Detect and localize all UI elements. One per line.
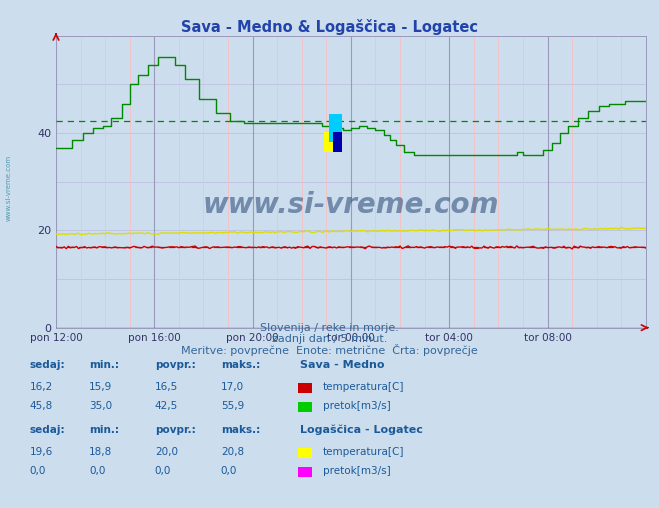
FancyBboxPatch shape [324,132,336,152]
Text: sedaj:: sedaj: [30,425,65,435]
Text: 17,0: 17,0 [221,382,244,392]
Text: 18,8: 18,8 [89,447,112,457]
Text: 16,2: 16,2 [30,382,53,392]
Text: temperatura[C]: temperatura[C] [323,382,405,392]
Text: min.:: min.: [89,425,119,435]
Text: maks.:: maks.: [221,425,260,435]
Text: 35,0: 35,0 [89,401,112,411]
FancyBboxPatch shape [330,114,342,142]
Text: 20,8: 20,8 [221,447,244,457]
Text: Sava - Medno & Logaščica - Logatec: Sava - Medno & Logaščica - Logatec [181,19,478,35]
Text: 0,0: 0,0 [30,466,46,476]
Text: pretok[m3/s]: pretok[m3/s] [323,401,391,411]
Text: 0,0: 0,0 [221,466,237,476]
Text: Logaščica - Logatec: Logaščica - Logatec [300,425,422,435]
Text: 19,6: 19,6 [30,447,53,457]
Text: www.si-vreme.com: www.si-vreme.com [203,191,499,219]
Text: povpr.:: povpr.: [155,425,196,435]
Text: 55,9: 55,9 [221,401,244,411]
Text: www.si-vreme.com: www.si-vreme.com [5,155,12,221]
Text: temperatura[C]: temperatura[C] [323,447,405,457]
Text: Meritve: povprečne  Enote: metrične  Črta: povprečje: Meritve: povprečne Enote: metrične Črta:… [181,343,478,356]
Text: Sava - Medno: Sava - Medno [300,360,384,370]
Text: 16,5: 16,5 [155,382,178,392]
Text: min.:: min.: [89,360,119,370]
Text: zadnji dan / 5 minut.: zadnji dan / 5 minut. [272,334,387,344]
Text: 42,5: 42,5 [155,401,178,411]
Text: maks.:: maks.: [221,360,260,370]
Text: 0,0: 0,0 [155,466,171,476]
Text: 0,0: 0,0 [89,466,105,476]
Text: povpr.:: povpr.: [155,360,196,370]
FancyBboxPatch shape [333,132,342,152]
Text: sedaj:: sedaj: [30,360,65,370]
Text: 45,8: 45,8 [30,401,53,411]
Text: 20,0: 20,0 [155,447,178,457]
Text: Slovenija / reke in morje.: Slovenija / reke in morje. [260,323,399,333]
Text: 15,9: 15,9 [89,382,112,392]
Text: pretok[m3/s]: pretok[m3/s] [323,466,391,476]
